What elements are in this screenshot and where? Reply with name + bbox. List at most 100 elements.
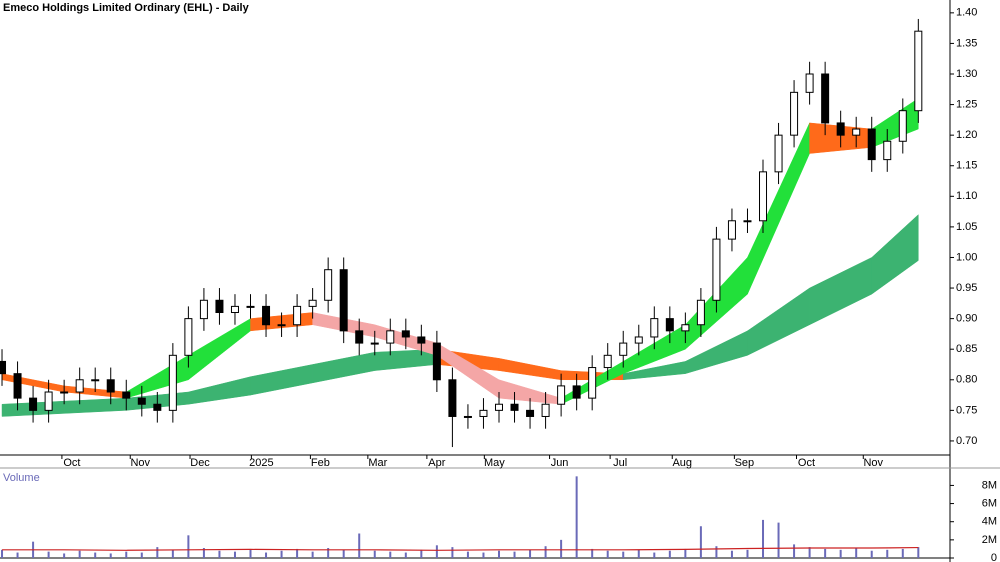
candle-body: [75, 379, 84, 393]
x-tick-label: Feb: [311, 457, 330, 469]
candle-body: [494, 403, 503, 411]
candle-body: [588, 367, 597, 399]
candle-body: [246, 305, 255, 308]
volume-bar: [171, 549, 174, 558]
volume-bar: [622, 551, 625, 558]
y-tick-label: 0.85: [956, 343, 977, 355]
volume-bar: [140, 552, 143, 558]
y-tick-label: 8M: [982, 479, 997, 491]
candle-body: [293, 305, 302, 326]
volume-bar: [746, 549, 749, 558]
y-tick-label: 0.90: [956, 313, 977, 325]
y-tick-label: 0: [991, 552, 997, 562]
chart-title: Emeco Holdings Limited Ordinary (EHL) - …: [3, 2, 250, 14]
candle-body: [759, 171, 768, 222]
y-tick-label: 0.80: [956, 374, 977, 386]
y-tick-label: 1.30: [956, 68, 977, 80]
volume-bar: [109, 553, 112, 558]
volume-bar: [420, 549, 423, 558]
volume-bar: [497, 550, 500, 558]
y-tick-label: 1.15: [956, 160, 977, 172]
volume-bar: [529, 549, 532, 558]
volume-bar: [218, 550, 221, 558]
volume-bar: [917, 547, 920, 558]
candle-body: [137, 397, 146, 405]
volume-bar: [824, 548, 827, 558]
volume-bar: [777, 522, 780, 558]
candle-body: [510, 403, 519, 411]
volume-bar: [358, 533, 361, 558]
x-tick-label: Oct: [63, 457, 80, 469]
volume-bar: [575, 476, 578, 558]
candle-body: [712, 238, 721, 301]
volume-bar: [78, 550, 81, 558]
volume-bar: [793, 544, 796, 558]
y-tick-label: 6M: [982, 497, 997, 509]
candle-body: [603, 354, 612, 369]
candle-body: [650, 318, 659, 338]
candle-body: [727, 220, 736, 240]
x-tick-label: Oct: [798, 457, 815, 469]
volume-bar: [730, 550, 733, 558]
candle-body: [681, 324, 690, 332]
volume-bar: [202, 548, 205, 558]
y-tick-label: 2M: [982, 534, 997, 546]
volume-bar: [311, 551, 314, 558]
volume-bar: [606, 550, 609, 558]
volume-bar: [886, 549, 889, 558]
candle-body: [277, 324, 286, 327]
y-tick-label: 1.10: [956, 190, 977, 202]
volume-bar: [762, 519, 765, 558]
candle-body: [0, 360, 7, 375]
candle-body: [339, 269, 348, 332]
candle-body: [262, 305, 271, 326]
candle-body: [867, 128, 876, 161]
x-tick-label: May: [484, 457, 505, 469]
candle-body: [821, 73, 830, 124]
y-tick-label: 1.35: [956, 37, 977, 49]
candle-body: [153, 403, 162, 411]
volume-bar: [560, 539, 563, 558]
ribbon-segment: [871, 214, 919, 295]
candle-body: [541, 403, 550, 417]
y-tick-label: 1.00: [956, 251, 977, 263]
candle-body: [355, 330, 364, 344]
volume-bar: [653, 552, 656, 558]
candle-body: [619, 342, 628, 356]
volume-bar: [901, 548, 904, 558]
y-tick-label: 4M: [982, 516, 997, 528]
candle-body: [914, 30, 923, 112]
volume-bar: [684, 548, 687, 558]
candle-body: [634, 336, 643, 344]
volume-bar: [668, 550, 671, 558]
volume-bar: [435, 545, 438, 558]
candle-body: [836, 122, 845, 136]
x-tick-label: Nov: [130, 457, 150, 469]
y-tick-label: 1.25: [956, 98, 977, 110]
y-tick-label: 1.40: [956, 7, 977, 19]
volume-bar: [342, 549, 345, 558]
volume-bar: [715, 546, 718, 558]
candle-body: [106, 379, 115, 393]
volume-bar: [125, 551, 128, 558]
candle-body: [324, 269, 333, 301]
candle-body: [370, 342, 379, 345]
volume-bar: [637, 549, 640, 558]
candle-body: [743, 220, 752, 223]
candle-body: [572, 385, 581, 399]
volume-bar: [839, 549, 842, 558]
candle-body: [774, 134, 783, 173]
volume-bar: [63, 553, 66, 558]
x-tick-label: Sep: [735, 457, 755, 469]
candle-body: [44, 391, 53, 411]
volume-bar: [482, 552, 485, 558]
volume-bar: [699, 526, 702, 558]
candle-body: [526, 409, 535, 417]
candle-body: [448, 379, 457, 417]
x-tick-label: Dec: [190, 457, 210, 469]
volume-bar: [296, 548, 299, 558]
candle-body: [898, 110, 907, 142]
candle-body: [230, 305, 239, 314]
volume-bar: [466, 551, 469, 558]
